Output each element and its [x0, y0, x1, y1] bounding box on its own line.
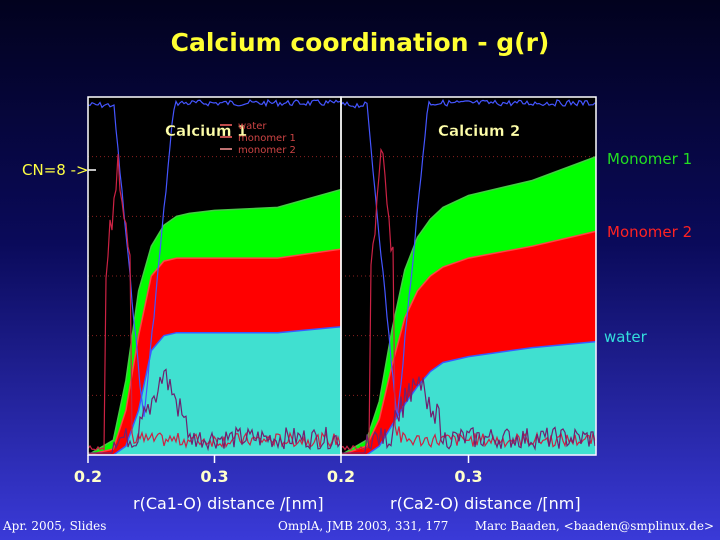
x-tick-label: 0.2: [327, 467, 355, 486]
footer-center: OmplA, JMB 2003, 331, 177: [278, 519, 449, 533]
panel-calcium-1: [88, 97, 341, 455]
x-axis-label-calcium-2: r(Ca2-O) distance /[nm]: [390, 494, 581, 513]
area-water: [341, 340, 596, 455]
legend-water: water: [604, 328, 647, 346]
x-axis-label-calcium-1: r(Ca1-O) distance /[nm]: [133, 494, 324, 513]
x-tick-label: 0.2: [74, 467, 102, 486]
panel-title: Calcium 2: [438, 122, 520, 140]
monomer2-gr-curve: [88, 368, 341, 454]
page-title: Calcium coordination - g(r): [170, 28, 550, 57]
inset-legend-label: water: [238, 121, 267, 132]
water-gr-curve: [341, 99, 596, 419]
x-tick-label: 0.3: [200, 467, 228, 486]
area-water: [88, 325, 341, 455]
footer-left: Apr. 2005, Slides: [3, 519, 107, 533]
panel-title: Calcium 1: [165, 122, 247, 140]
monomer1-gr-curve: [88, 154, 341, 451]
inset-legend-label: monomer 2: [238, 145, 296, 156]
x-tick-label: 0.3: [454, 467, 482, 486]
inset-legend-label: monomer 1: [238, 133, 296, 144]
panel-calcium-2: [341, 97, 596, 455]
monomer2-gr-curve: [341, 376, 596, 454]
legend-monomer-1: Monomer 1: [607, 150, 693, 168]
monomer1-gr-curve: [341, 147, 596, 451]
cn-marker: CN=8 ->: [22, 161, 89, 179]
footer-right: Marc Baaden, <baaden@smplinux.de>: [474, 519, 714, 533]
legend-monomer-2: Monomer 2: [607, 223, 693, 241]
